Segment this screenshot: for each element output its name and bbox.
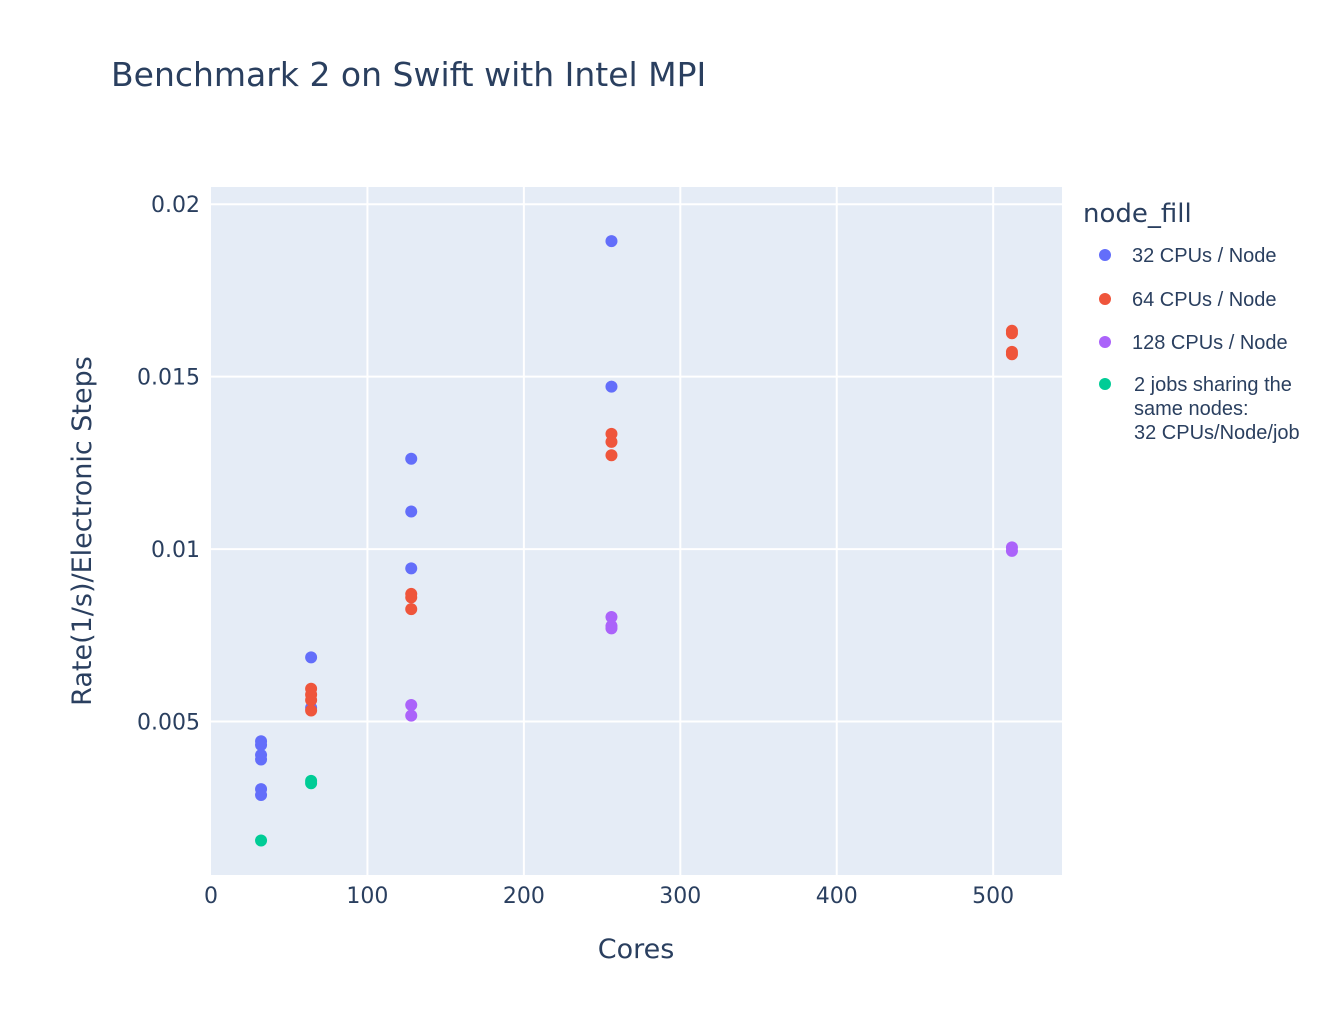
chart-title: Benchmark 2 on Swift with Intel MPI xyxy=(111,55,706,94)
data-point-series-1 xyxy=(405,591,418,604)
data-point-series-1 xyxy=(305,694,318,707)
legend-marker-0 xyxy=(1099,249,1111,261)
legend-item-0[interactable]: 32 CPUs / Node xyxy=(1099,245,1277,267)
legend-marker-3 xyxy=(1099,378,1111,390)
x-tick-label: 400 xyxy=(816,884,858,909)
legend-marker-1 xyxy=(1099,293,1111,305)
data-point-series-0 xyxy=(605,235,618,248)
legend-item-1[interactable]: 64 CPUs / Node xyxy=(1099,289,1277,311)
data-point-series-2 xyxy=(605,622,618,635)
data-point-series-0 xyxy=(605,380,618,393)
data-points xyxy=(255,235,1018,847)
legend-marker-2 xyxy=(1099,336,1111,348)
y-gridlines xyxy=(211,203,1062,723)
legend-label-1: 64 CPUs / Node xyxy=(1132,289,1277,311)
legend[interactable]: node_fill 32 CPUs / Node 64 CPUs / Node 12… xyxy=(1083,199,1300,444)
data-point-series-0 xyxy=(405,505,418,518)
legend-label-3: same nodes: xyxy=(1134,398,1249,420)
data-point-series-3 xyxy=(305,777,318,790)
legend-label-0: 32 CPUs / Node xyxy=(1132,245,1277,267)
data-point-series-2 xyxy=(1005,544,1018,557)
data-point-series-0 xyxy=(405,452,418,465)
data-point-series-0 xyxy=(305,651,318,664)
legend-label-3: 32 CPUs/Node/job xyxy=(1134,422,1300,444)
data-point-series-1 xyxy=(305,704,318,717)
data-point-series-2 xyxy=(405,709,418,722)
data-point-series-3 xyxy=(255,834,268,847)
data-point-series-1 xyxy=(1005,327,1018,340)
x-gridlines xyxy=(366,187,995,875)
legend-item-2[interactable]: 128 CPUs / Node xyxy=(1099,332,1288,354)
data-point-series-0 xyxy=(405,562,418,575)
data-point-series-0 xyxy=(255,738,268,751)
data-point-series-0 xyxy=(255,788,268,801)
legend-label-3: 2 jobs sharing the xyxy=(1134,374,1292,396)
data-point-series-0 xyxy=(255,753,268,766)
data-point-series-2 xyxy=(605,611,618,624)
y-axis-title: Rate(1/s)/Electronic Steps xyxy=(67,356,98,706)
legend-title: node_fill xyxy=(1083,199,1192,229)
data-point-series-1 xyxy=(1005,348,1018,361)
x-tick-label: 200 xyxy=(503,884,545,909)
legend-label-2: 128 CPUs / Node xyxy=(1132,332,1288,354)
data-point-series-1 xyxy=(605,435,618,448)
data-point-series-2 xyxy=(405,698,418,711)
plot-area xyxy=(211,187,1062,875)
y-tick-label: 0.01 xyxy=(151,538,200,563)
x-tick-label: 500 xyxy=(972,884,1014,909)
x-tick-label: 300 xyxy=(659,884,701,909)
y-tick-label: 0.015 xyxy=(137,366,200,391)
y-tick-labels: 0.005 0.01 0.015 0.02 xyxy=(137,193,200,735)
data-point-series-1 xyxy=(405,603,418,616)
y-tick-label: 0.005 xyxy=(137,711,200,736)
x-tick-label: 0 xyxy=(204,884,218,909)
y-tick-label: 0.02 xyxy=(151,193,200,218)
data-point-series-1 xyxy=(605,449,618,462)
x-tick-labels: 0 100 200 300 400 500 xyxy=(204,884,1014,909)
x-axis-title: Cores xyxy=(598,934,675,965)
x-tick-label: 100 xyxy=(346,884,388,909)
